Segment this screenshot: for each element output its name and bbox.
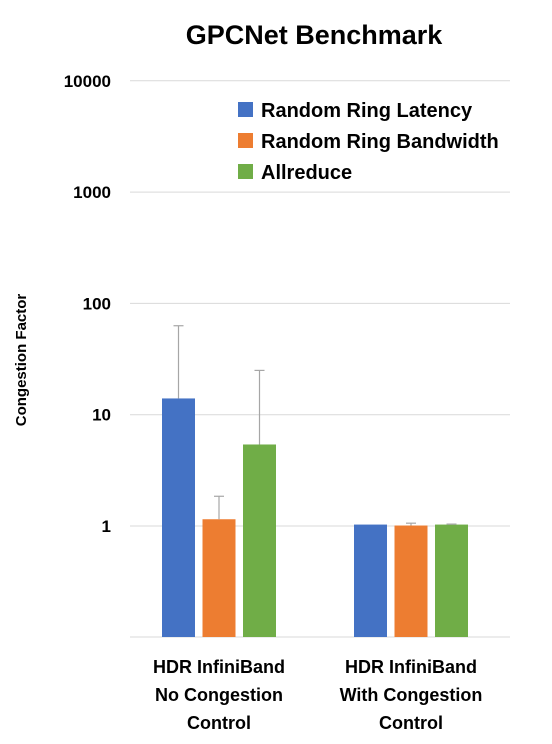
legend-label: Random Ring Latency: [261, 100, 473, 122]
legend-swatch: [238, 102, 253, 117]
legend-swatch: [238, 164, 253, 179]
category-label: With Congestion: [340, 685, 483, 705]
category-labels: HDR InfiniBand No Congestion Control HDR In…: [153, 657, 482, 733]
legend-label: Allreduce: [261, 162, 352, 184]
category-label: No Congestion: [155, 685, 283, 705]
error-bar: [254, 369, 265, 445]
bar-allreduce: [243, 444, 276, 637]
error-bar: [406, 522, 416, 526]
y-tick-label: 100: [83, 294, 111, 313]
y-tick-label: 1: [102, 517, 111, 536]
bar-random-ring-latency: [162, 398, 195, 637]
bar-random-ring-bandwidth: [202, 519, 236, 637]
category-label: Control: [379, 713, 443, 733]
bar-allreduce: [435, 524, 468, 637]
y-tick-label: 10: [92, 406, 111, 425]
bars: [162, 398, 468, 637]
legend-swatch: [238, 133, 253, 148]
category-label: Control: [187, 713, 251, 733]
category-label: HDR InfiniBand: [153, 657, 285, 677]
chart-title: GPCNet Benchmark: [186, 20, 444, 50]
bar-random-ring-bandwidth: [394, 525, 428, 637]
legend-label: Random Ring Bandwidth: [261, 131, 499, 153]
error-bar: [214, 495, 224, 520]
y-tick-label: 1000: [73, 183, 111, 202]
bar-random-ring-latency: [354, 524, 387, 637]
error-bar: [173, 325, 184, 399]
y-axis-label: Congestion Factor: [13, 294, 30, 427]
category-label: HDR InfiniBand: [345, 657, 477, 677]
y-tick-labels: 1 10 100 1000 10000: [64, 72, 111, 536]
legend: Random Ring Latency Random Ring Bandwidth…: [238, 100, 499, 184]
y-tick-label: 10000: [64, 72, 111, 91]
error-bars: [173, 325, 457, 526]
